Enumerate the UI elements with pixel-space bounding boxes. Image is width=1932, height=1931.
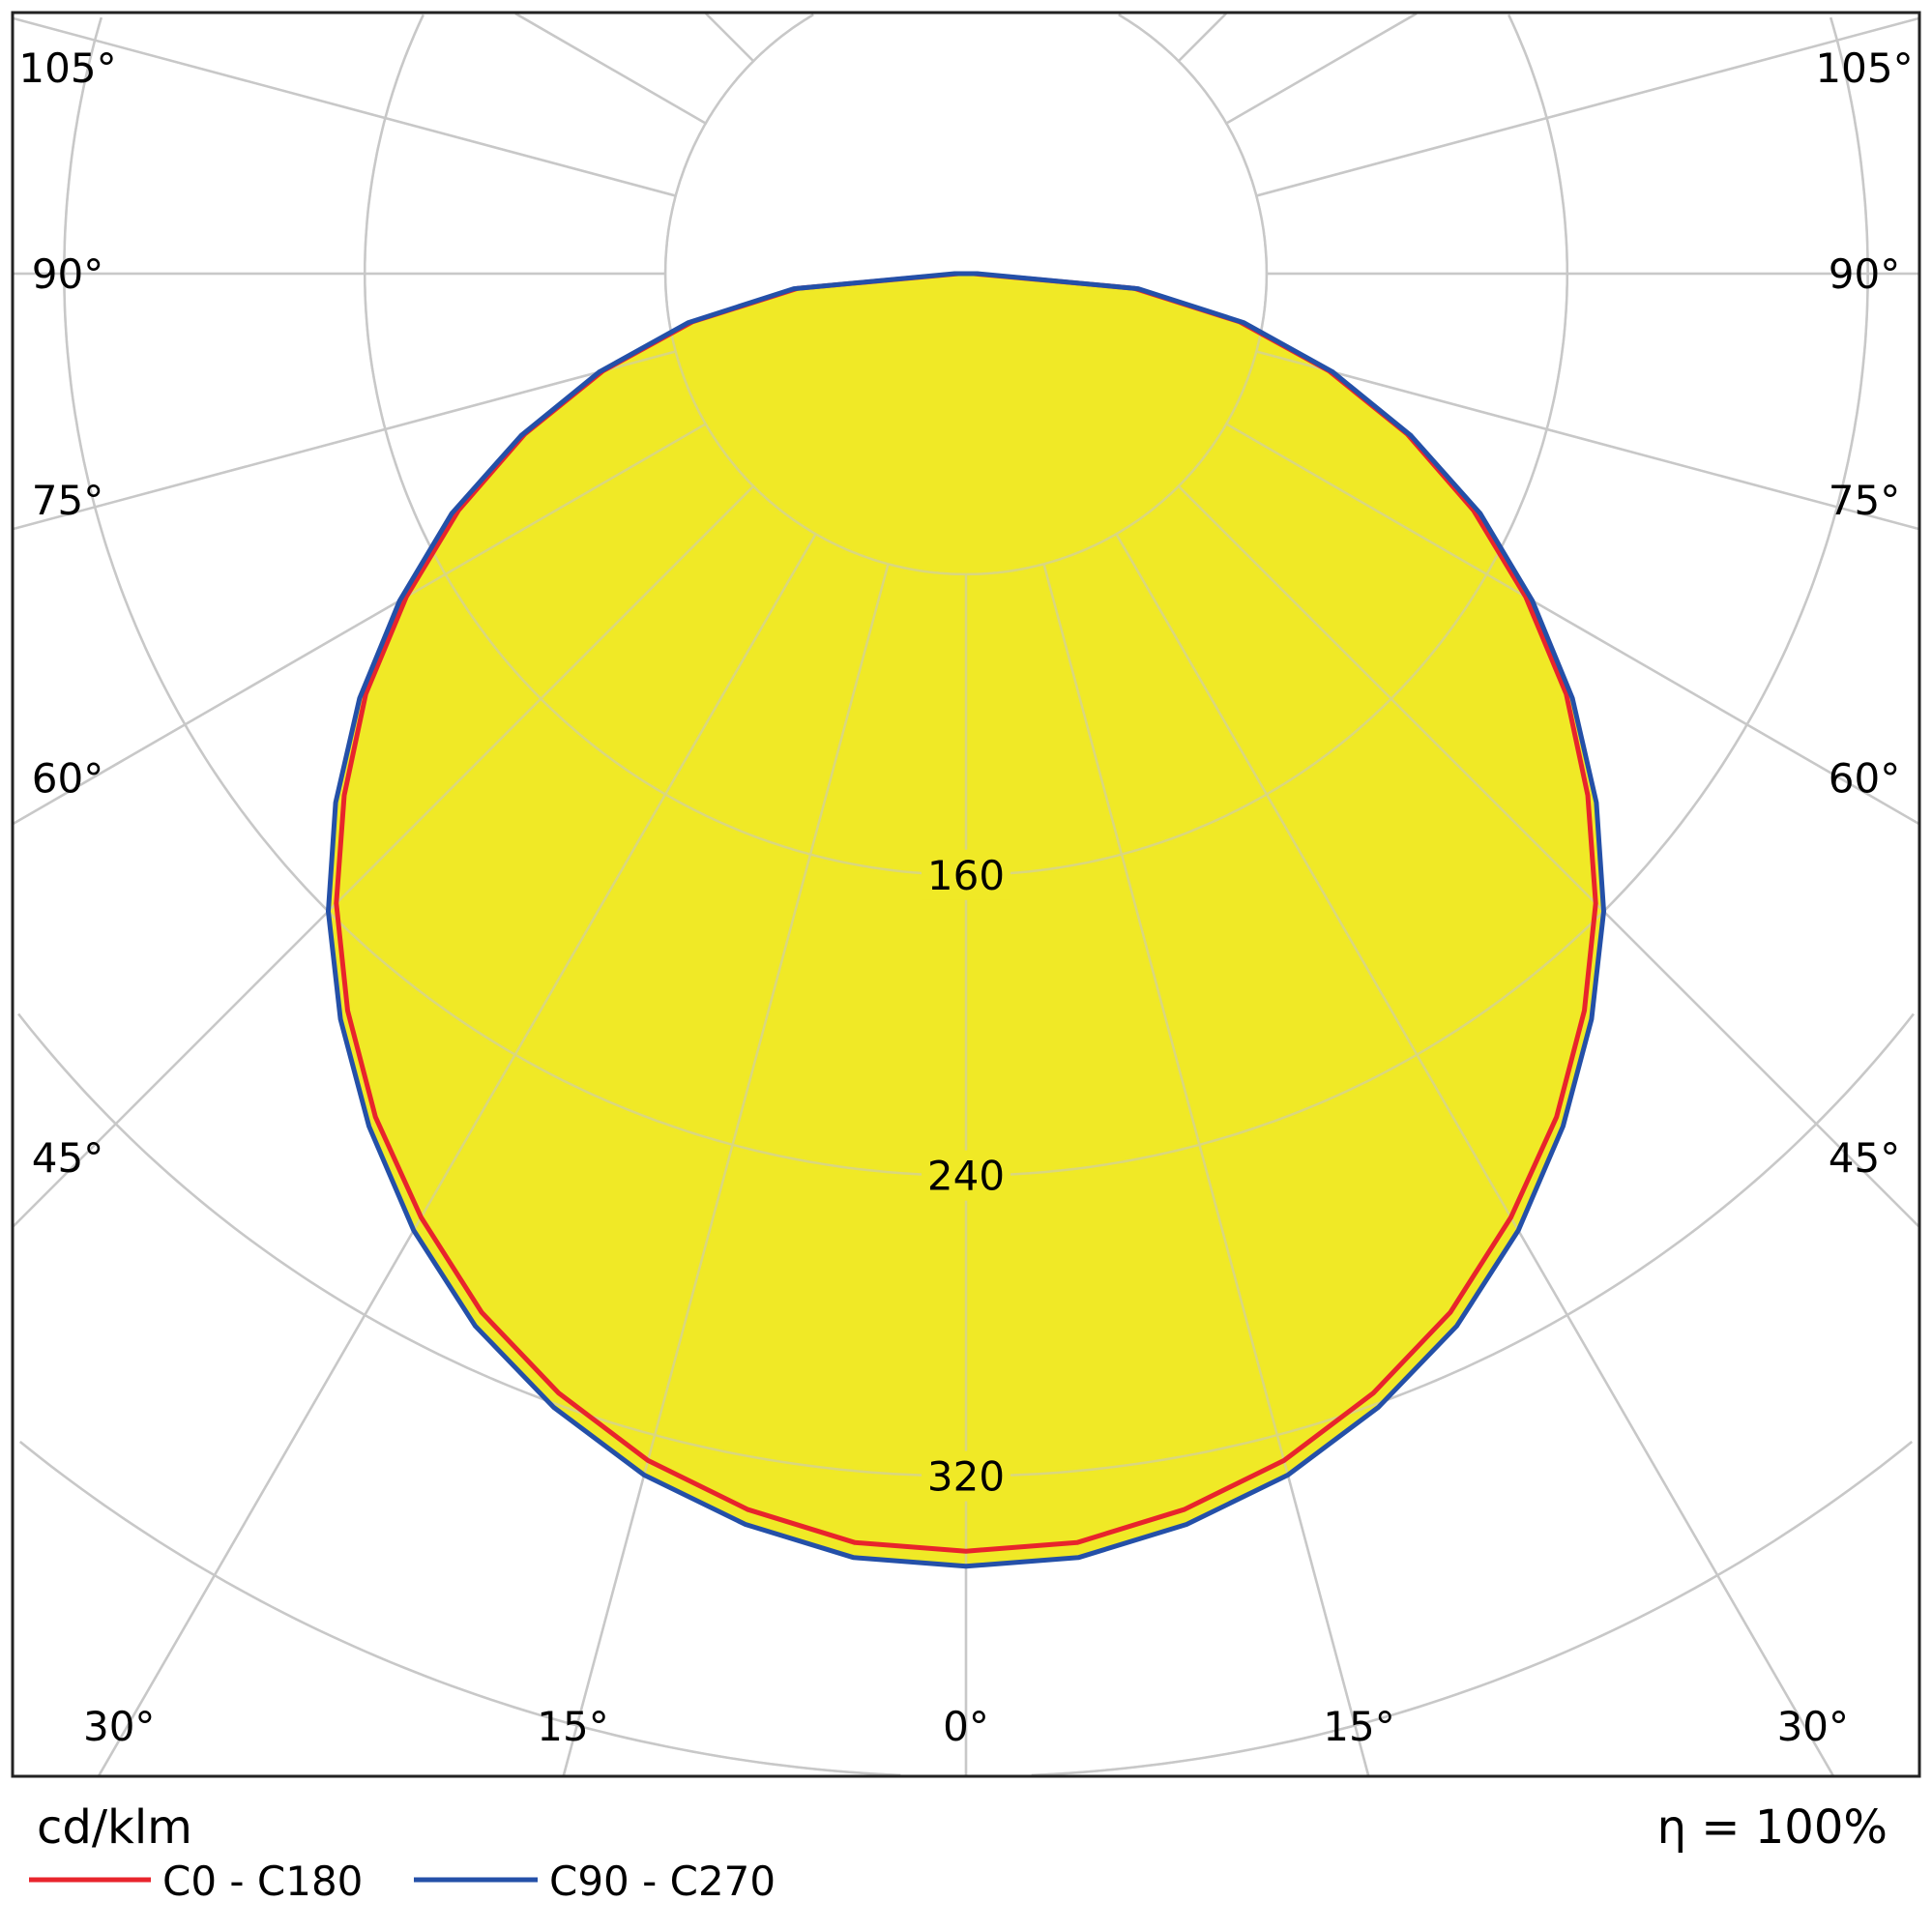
- angle-label-75: 75°: [1829, 477, 1900, 524]
- angle-label-105: 105°: [1815, 44, 1913, 92]
- radial-ring-400-over: [19, 1441, 1913, 1777]
- angle-label-75: 75°: [32, 477, 103, 524]
- radial-ring-320-over: [17, 1012, 1915, 1478]
- angle-label-30: 30°: [1777, 1703, 1849, 1750]
- angle-label-45: 45°: [32, 1134, 103, 1182]
- angle-spoke-over: [1177, 13, 1227, 63]
- radial-ring-240-over: [63, 16, 1869, 1177]
- angle-label-30: 30°: [83, 1703, 155, 1750]
- legend-label-c90-c270: C90 - C270: [549, 1858, 776, 1905]
- angle-spoke-over: [562, 563, 890, 1776]
- angle-labels: 0° 15° 15° 30° 30° 45° 45° 60° 60° 75° 75° 90° 90° 10…: [18, 44, 1913, 1750]
- angle-label-60: 60°: [1829, 754, 1900, 802]
- angle-label-0: 0°: [943, 1703, 989, 1750]
- angle-spoke-over: [1042, 563, 1370, 1776]
- radial-label-320: 320: [927, 1453, 1005, 1501]
- angle-spoke-over: [13, 350, 677, 531]
- radial-label-bg: [922, 849, 1010, 900]
- angle-label-15: 15°: [1323, 1703, 1394, 1750]
- angle-label-90: 90°: [32, 250, 103, 298]
- curves: [13, 12, 1919, 1777]
- legend: C0 - C180 C90 - C270: [29, 1858, 776, 1905]
- radial-ring-80-over: [663, 14, 1269, 576]
- angle-spoke-over: [705, 13, 755, 63]
- angle-spoke-over: [1255, 16, 1919, 197]
- angle-spoke-over: [1255, 350, 1919, 531]
- angle-spoke-over: [1225, 423, 1919, 825]
- angle-spoke-over: [13, 423, 707, 825]
- efficiency-label: η = 100%: [1657, 1800, 1888, 1855]
- angle-spoke-over: [514, 12, 707, 125]
- angle-label-45: 45°: [1829, 1134, 1900, 1182]
- radial-label-160: 160: [927, 852, 1005, 899]
- grid-over-fill: [13, 12, 1919, 1777]
- legend-label-c0-c180: C0 - C180: [162, 1858, 363, 1905]
- angle-label-90: 90°: [1829, 250, 1900, 298]
- angle-spoke-over: [1177, 484, 1919, 1227]
- angle-label-15: 15°: [537, 1703, 608, 1750]
- radial-label-bg: [922, 1150, 1010, 1201]
- radial-label-240: 240: [927, 1153, 1005, 1200]
- angle-label-60: 60°: [32, 754, 103, 802]
- series-line-c90-c270: [326, 271, 1606, 1569]
- radial-label-bg: [922, 1450, 1010, 1502]
- angle-spoke-over: [13, 16, 677, 197]
- radial-ring-160-over: [363, 14, 1569, 877]
- angle-spoke-over: [13, 484, 755, 1227]
- unit-label: cd/klm: [37, 1800, 192, 1855]
- angle-spoke-over: [1225, 12, 1418, 125]
- angle-spoke-over: [1115, 533, 1834, 1776]
- angle-label-105: 105°: [18, 44, 116, 92]
- plot-frame: [11, 11, 1921, 1778]
- radial-labels: 160 240 320: [922, 849, 1010, 1502]
- angle-spoke-over: [98, 533, 817, 1776]
